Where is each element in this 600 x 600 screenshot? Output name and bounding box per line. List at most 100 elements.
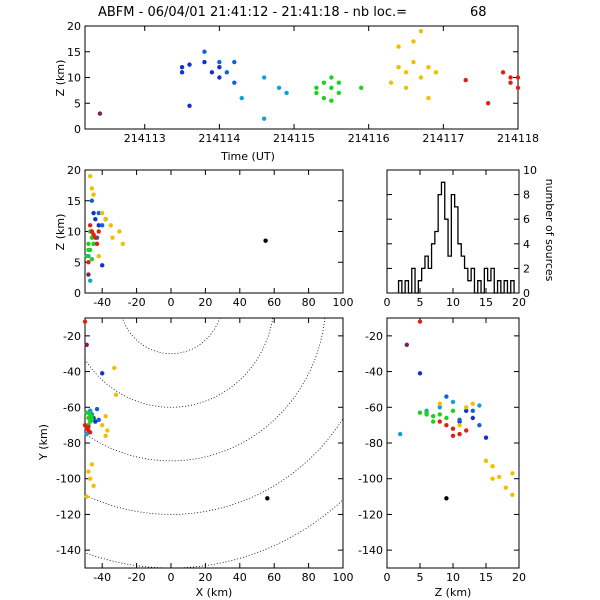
data-point xyxy=(426,65,431,70)
y-tick-label: -100 xyxy=(56,473,81,486)
x-tick-label: 214117 xyxy=(422,132,464,145)
y-tick-label: -60 xyxy=(365,401,383,414)
data-point xyxy=(464,428,469,433)
data-point xyxy=(96,417,101,422)
data-point xyxy=(117,229,122,234)
data-point xyxy=(437,401,442,406)
y-tick-label: 15 xyxy=(67,46,81,59)
x-y-panel xyxy=(84,317,344,569)
data-point xyxy=(426,95,431,101)
x-tick-label: 20 xyxy=(512,571,526,584)
data-point xyxy=(82,422,88,428)
data-point xyxy=(388,80,394,85)
chart-title: ABFM - 06/04/01 21:41:12 - 21:41:18 - nb… xyxy=(98,5,407,20)
data-point xyxy=(261,116,267,121)
data-point xyxy=(276,85,282,91)
data-point xyxy=(89,186,95,191)
data-point xyxy=(100,210,105,216)
y-tick-label: -80 xyxy=(365,437,383,450)
x-tick-label: 214114 xyxy=(198,132,240,145)
data-point xyxy=(396,65,401,70)
time-z-panel xyxy=(84,25,519,130)
data-point xyxy=(411,39,416,44)
y-tick-label: -40 xyxy=(365,366,383,379)
data-point xyxy=(314,90,319,96)
data-point xyxy=(444,496,449,501)
time-axis-label: Time (UT) xyxy=(220,150,275,163)
data-point xyxy=(450,433,456,439)
chart-marks: 214113 214114 214115 214116 214117 214118 0 5 10… xyxy=(56,20,539,584)
x-tick-label: 0 xyxy=(168,571,175,584)
data-point xyxy=(96,223,101,228)
y-tick-label: 8 xyxy=(523,189,530,202)
data-point xyxy=(284,90,289,96)
histogram-bar xyxy=(448,256,451,293)
data-point xyxy=(450,408,456,414)
location-count: 68 xyxy=(470,5,487,20)
y-tick-label: 0 xyxy=(523,287,530,300)
x-axis-label-xy: X (km) xyxy=(196,586,233,599)
z-axis-label-zy: Z (km) xyxy=(435,586,472,599)
data-point xyxy=(87,408,93,414)
data-point xyxy=(457,422,462,428)
y-tick-label: -20 xyxy=(365,330,383,343)
data-point xyxy=(84,253,89,259)
data-point xyxy=(86,260,91,265)
x-tick-label: 100 xyxy=(333,296,354,309)
data-point xyxy=(86,272,91,277)
x-tick-label: 0 xyxy=(384,571,391,584)
data-point xyxy=(89,462,95,467)
data-point xyxy=(91,241,96,246)
x-tick-label: 80 xyxy=(302,296,316,309)
y-tick-label: -40 xyxy=(63,366,81,379)
data-point xyxy=(329,98,334,103)
x-tick-label: 80 xyxy=(302,571,316,584)
x-tick-label: 214113 xyxy=(124,132,166,145)
data-point xyxy=(464,405,469,410)
data-point xyxy=(103,433,108,439)
data-point xyxy=(457,431,462,437)
data-point xyxy=(450,399,456,405)
data-point xyxy=(84,342,89,347)
y-tick-label: 4 xyxy=(523,238,530,251)
data-point xyxy=(403,70,409,75)
range-rings xyxy=(85,318,343,568)
y-tick-label: -60 xyxy=(63,401,81,414)
data-point xyxy=(490,464,495,469)
data-point xyxy=(417,319,423,324)
data-point xyxy=(239,95,244,101)
data-point xyxy=(457,417,462,422)
x-tick-label: 0 xyxy=(384,296,391,309)
data-point xyxy=(100,263,105,268)
data-point xyxy=(105,428,110,433)
data-point xyxy=(232,80,237,85)
data-point xyxy=(87,278,93,283)
data-point xyxy=(179,70,185,75)
data-point xyxy=(217,59,222,65)
x-tick-label: 214115 xyxy=(273,132,315,145)
data-point xyxy=(485,101,491,106)
data-point xyxy=(314,85,319,91)
x-tick-label: 60 xyxy=(267,571,281,584)
data-point xyxy=(209,70,215,75)
data-point xyxy=(84,410,89,415)
data-point xyxy=(510,471,515,476)
data-point xyxy=(470,401,475,406)
x-tick-label: -40 xyxy=(93,571,111,584)
data-point xyxy=(91,483,96,489)
data-point xyxy=(444,415,449,421)
data-point xyxy=(329,85,334,91)
data-point xyxy=(84,431,89,437)
data-point xyxy=(508,75,513,80)
data-point xyxy=(500,70,506,75)
data-point xyxy=(96,210,101,216)
data-point xyxy=(321,95,327,101)
data-point xyxy=(398,431,403,437)
data-point xyxy=(404,342,409,347)
z-axis-label-xz: Z (km) xyxy=(54,214,67,251)
data-point xyxy=(463,77,468,83)
x-tick-label: 40 xyxy=(233,571,247,584)
data-point xyxy=(359,85,364,91)
data-point xyxy=(444,394,449,399)
